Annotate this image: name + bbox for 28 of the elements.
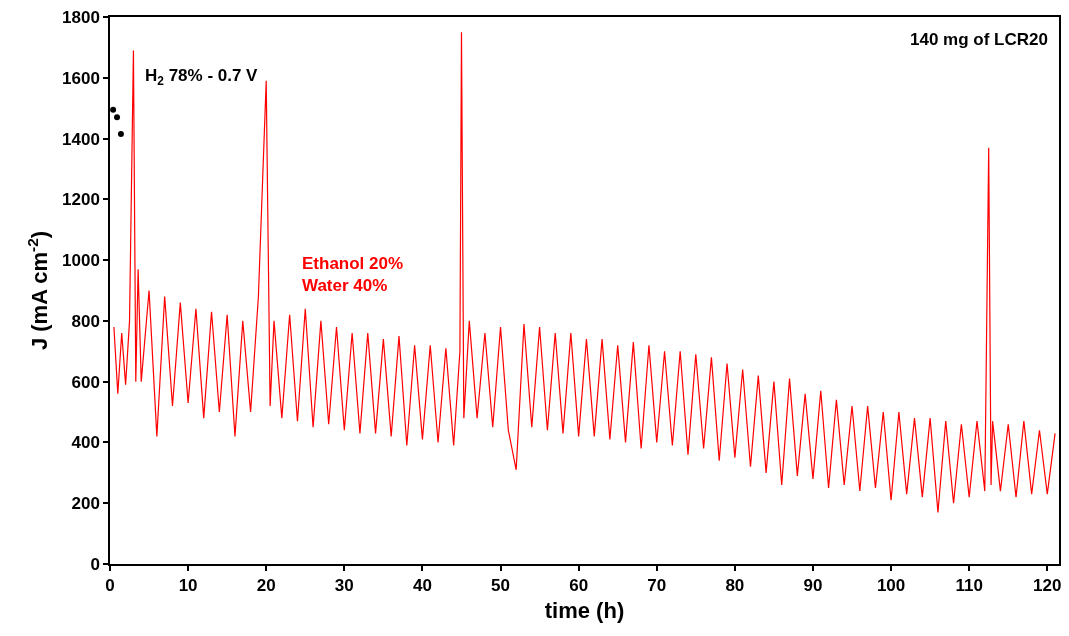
x-tick-label: 110 bbox=[955, 576, 983, 596]
x-tick-label: 0 bbox=[105, 576, 115, 596]
x-tick-label: 50 bbox=[491, 576, 510, 596]
x-tick-label: 20 bbox=[256, 576, 276, 596]
y-tick-label: 400 bbox=[71, 433, 100, 453]
y-tick-label: 1400 bbox=[62, 129, 100, 149]
x-tick-label: 90 bbox=[803, 576, 823, 596]
y-tick-label: 600 bbox=[71, 372, 100, 392]
x-axis-title: time (h) bbox=[544, 597, 625, 623]
y-tick-label: 800 bbox=[71, 311, 100, 331]
x-tick-label: 40 bbox=[412, 576, 432, 596]
annotation: 140 mg of LCR20 bbox=[910, 30, 1048, 49]
x-tick-label: 10 bbox=[178, 576, 198, 596]
y-tick-label: 1600 bbox=[62, 68, 100, 88]
annotation: Ethanol 20% Water 40% bbox=[302, 254, 404, 296]
x-tick-label: 30 bbox=[334, 576, 354, 596]
line-series bbox=[113, 31, 1056, 513]
annotation: H$_{2}$ 78% - 0.7 V bbox=[145, 66, 259, 88]
y-tick-label: 1000 bbox=[62, 251, 100, 271]
y-tick-label: 1800 bbox=[62, 7, 100, 27]
x-tick-label: 120 bbox=[1033, 576, 1062, 596]
x-tick-label: 70 bbox=[647, 576, 667, 596]
y-tick-label: 1200 bbox=[62, 190, 100, 210]
x-tick-label: 100 bbox=[876, 576, 906, 596]
x-tick-label: 80 bbox=[725, 576, 745, 596]
y-tick-label: 200 bbox=[71, 494, 100, 514]
x-tick-label: 60 bbox=[569, 576, 589, 596]
y-tick-label: 0 bbox=[90, 554, 100, 574]
